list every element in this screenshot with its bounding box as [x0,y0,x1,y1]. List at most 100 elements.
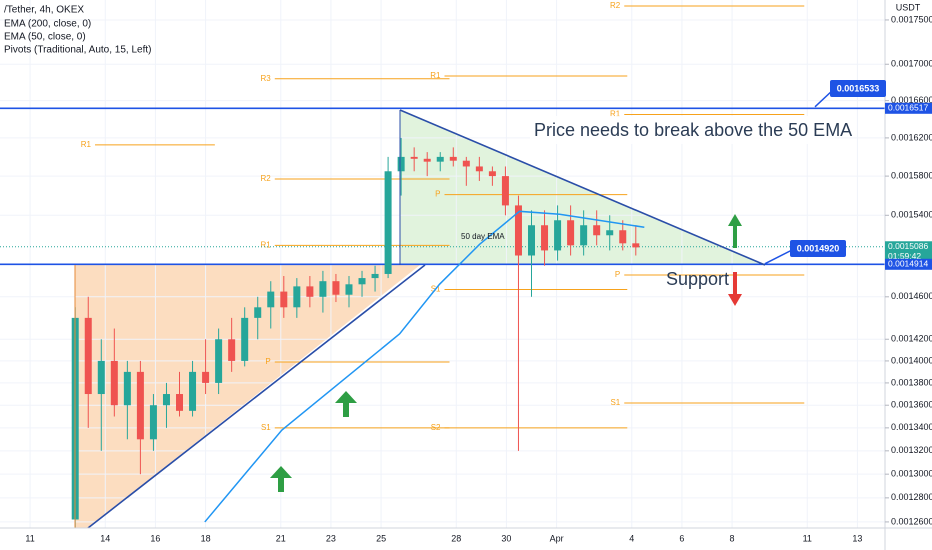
callout-label: 0.0014920 [797,243,840,253]
x-tick-label: 30 [501,533,511,543]
candle-body [110,360,118,406]
x-tick-label: 23 [326,533,336,543]
candle-body [580,225,588,246]
y-tick-label: 0.0013800 [891,377,932,387]
candle-body [84,317,92,395]
pivot-label: R3 [261,74,272,83]
pivot-label: S1 [261,423,271,432]
y-tick-label: 0.0017000 [891,59,932,69]
pivot-label: R1 [261,240,272,249]
header-line: /Tether, 4h, OKEX [4,5,84,16]
pivot-label: R1 [430,71,441,80]
candle-body [593,225,601,236]
price-label-bg [885,102,932,114]
candle-body [554,220,562,251]
y-tick-label: 0.0013600 [891,400,932,410]
price-label: 0.0016517 [888,103,928,113]
candle-body [514,205,522,256]
y-tick-label: 0.0016200 [891,132,932,142]
price-label: 0.0014914 [888,259,928,269]
candle-body [332,281,340,295]
x-tick-label: 6 [679,533,684,543]
candle-body [189,371,197,411]
up-arrow [728,214,742,248]
candle-body [345,284,353,295]
candle-body [228,339,236,361]
pivot-label: R1 [610,110,621,119]
y-tick-label: 0.0014600 [891,291,932,301]
x-tick-label: 8 [730,533,735,543]
trend-line [399,109,766,266]
x-tick-label: 25 [376,533,386,543]
price-label-bg [885,258,932,270]
down-arrow [728,272,742,306]
candle-body [488,171,496,177]
x-tick-label: 21 [276,533,286,543]
callout-label: 0.0016533 [837,83,880,93]
candle-body [306,286,314,297]
header-line: EMA (200, close, 0) [4,19,91,30]
header: /Tether, 4h, OKEX EMA (200, close, 0) EM… [4,5,151,56]
x-tick-label: 28 [451,533,461,543]
candle-body [449,156,457,161]
annotation: 50 day EMA [461,232,505,241]
candle-body [280,291,288,308]
pivot-label: P [265,357,270,366]
up-arrow [335,391,357,417]
pivot-label: S1 [610,398,620,407]
x-tick-label: 18 [201,533,211,543]
candle-body [176,394,184,411]
candle-body [410,156,418,159]
price-label: 0.0015086 [888,241,928,251]
x-tick-label: 16 [150,533,160,543]
candle-body [319,281,327,297]
candle-body [619,230,627,244]
candle-body [397,156,405,172]
pivot-label: R1 [81,140,92,149]
x-tick-label: 11 [25,533,34,543]
y-tick-label: 0.0016600 [891,95,932,105]
candle-body [371,273,379,279]
annotation: Price needs to break above the 50 EMA [534,120,852,140]
callout-pointer [764,248,795,265]
y-tick-label: 0.0017500 [891,14,932,24]
header-line: EMA (50, close, 0) [4,32,86,43]
header-line: Pivots (Traditional, Auto, 15, Left) [4,45,151,56]
candle-body [423,158,431,162]
ascending-triangle [75,265,420,528]
candle-body [241,317,249,361]
candle-body [436,156,444,162]
candle-body [267,291,275,308]
candle-body [215,339,223,383]
x-tick-label: 14 [100,533,110,543]
candle-body [136,371,144,440]
callout-box [830,80,886,97]
candle-body [202,371,210,383]
candle-body [462,160,470,167]
candle-body [97,360,105,395]
x-tick-label: 13 [852,533,862,543]
candle-body [358,278,366,285]
x-tick-label: Apr [550,533,564,543]
candle-body [149,405,157,440]
ema-line [204,210,645,523]
annotation: Support [666,269,729,289]
pivot-label: R2 [610,1,621,10]
candle-body [162,394,170,406]
y-tick-label: 0.0014000 [891,355,932,365]
y-tick-label: 0.0013000 [891,469,932,479]
y-tick-label: 0.0012800 [891,492,932,502]
callout-box [790,240,846,257]
y-tick-label: 0.0015800 [891,170,932,180]
price-label-bg [885,241,932,264]
pivot-label: R2 [261,174,272,183]
up-arrow [270,466,292,492]
y-tick-label: 0.0012600 [891,516,932,526]
candle-body [528,225,536,256]
candle-body [632,243,640,248]
y-tick-label: 0.0013400 [891,422,932,432]
pivot-label: S2 [431,423,441,432]
pivot-label: P [615,270,620,279]
countdown: 01:59:42 [888,251,921,261]
